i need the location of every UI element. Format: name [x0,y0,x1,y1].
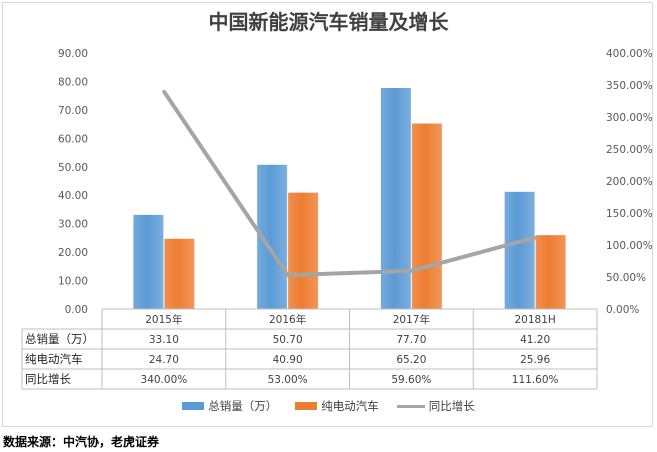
y-left-tick-label: 90.00 [58,48,88,60]
legend-swatch-growth [396,404,425,408]
y-left-tick-label: 80.00 [58,76,88,88]
table-row-header: 总销量（万） [25,332,94,346]
y-left-tick-label: 50.00 [58,162,88,174]
table-row-header: 纯电动汽车 [25,352,83,366]
legend-label-growth: 同比增长 [428,399,475,413]
y-left-tick-label: 70.00 [58,105,88,117]
x-tick-label: 2016年 [269,313,306,326]
bar-total [380,87,411,309]
chart-frame [2,2,653,427]
y-right-tick-label: 350.00% [606,80,653,92]
legend: 总销量（万） 纯电动汽车 同比增长 [0,398,657,414]
y-right-tick-label: 50.00% [606,272,646,284]
growth-point [533,236,537,240]
legend-item-growth: 同比增长 [396,398,475,414]
table-cell: 65.20 [396,354,426,366]
table-row-header: 同比增长 [25,372,71,386]
table-cell: 24.70 [149,354,179,366]
y-right-tick-label: 300.00% [606,112,653,124]
y-right-tick-label: 100.00% [606,240,653,252]
legend-label-total: 总销量（万） [208,399,278,413]
table-cell: 111.60% [512,374,559,386]
bar-ev [288,192,319,309]
table-cell: 50.70 [273,334,303,346]
chart-title: 中国新能源汽车销量及增长 [208,10,449,34]
bar-total [504,191,535,309]
y-left-tick-label: 20.00 [58,247,88,259]
table-cell: 33.10 [149,334,179,346]
x-tick-label: 20181H [514,314,555,326]
table-cell: 77.70 [396,334,426,346]
table-cell: 340.00% [141,374,188,386]
growth-point [286,273,290,277]
y-left-tick-label: 0.00 [65,304,88,316]
growth-point [162,89,166,93]
y-left-tick-label: 40.00 [58,190,88,202]
legend-swatch-total [182,402,205,410]
source-note: 数据来源：中汽协，老虎证券 [3,435,160,449]
bar-ev [411,123,442,309]
bar-ev [535,235,566,309]
bar-total [133,214,164,309]
table-cell: 53.00% [268,374,308,386]
legend-item-total: 总销量（万） [182,398,277,414]
table-cell: 59.60% [391,374,431,386]
table-cell: 40.90 [273,354,303,366]
y-left-tick-label: 60.00 [58,133,88,145]
y-right-tick-label: 150.00% [606,208,653,220]
y-right-tick-label: 200.00% [606,176,653,188]
x-tick-label: 2017年 [393,313,430,326]
y-right-tick-label: 0.00% [606,304,639,316]
y-left-tick-label: 30.00 [58,219,88,231]
legend-item-ev: 纯电动汽车 [295,398,379,414]
growth-line [162,90,536,278]
y-right-tick-label: 250.00% [606,144,653,156]
legend-swatch-ev [295,402,318,410]
table-cell: 25.96 [520,354,550,366]
bar-ev [164,238,195,309]
growth-point [409,269,413,273]
table-cell: 41.20 [520,334,550,346]
y-right-tick-label: 400.00% [606,48,653,60]
legend-label-ev: 纯电动汽车 [321,399,379,413]
x-tick-label: 2015年 [145,313,182,326]
y-left-tick-label: 10.00 [58,276,88,288]
